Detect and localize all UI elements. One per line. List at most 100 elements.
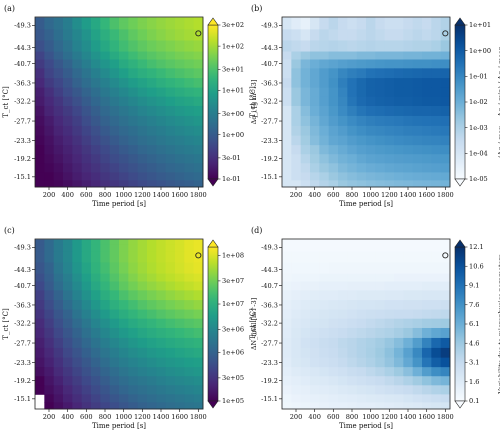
heatmap-cell <box>384 394 395 403</box>
heatmap-cell <box>328 172 339 181</box>
heatmap-cell <box>128 163 139 173</box>
heatmap-cell <box>431 376 442 386</box>
heatmap-cell <box>147 290 157 301</box>
heatmap-cell <box>440 59 451 69</box>
heatmap-cell <box>338 367 348 377</box>
heatmap-cell <box>147 87 157 98</box>
heatmap-cell <box>184 290 195 301</box>
heatmap-cell <box>394 115 404 127</box>
heatmap-cell <box>147 367 157 377</box>
heatmap-cell <box>356 29 367 41</box>
heatmap-cell <box>156 347 167 359</box>
heatmap-cell <box>44 327 55 339</box>
heatmap-cell <box>63 78 73 89</box>
heatmap-cell <box>356 318 367 329</box>
heatmap-cell <box>338 309 348 320</box>
heatmap-cell <box>412 163 423 173</box>
heatmap-cell <box>366 244 376 252</box>
x-tick-label: 1000 <box>362 413 379 421</box>
heatmap-cell <box>394 318 404 329</box>
heatmap-cell <box>119 300 129 311</box>
x-tick-label: 1400 <box>153 413 170 421</box>
heatmap-cell <box>35 59 45 69</box>
heatmap-cell <box>81 394 92 403</box>
heatmap-cell <box>394 51 404 60</box>
heatmap-cell <box>338 40 348 52</box>
heatmap-cell <box>147 337 157 349</box>
heatmap-cell <box>431 251 442 263</box>
heatmap-cell <box>310 402 320 410</box>
heatmap-cell <box>35 300 45 311</box>
heatmap-cell <box>328 40 339 52</box>
heatmap-cell <box>91 172 101 181</box>
heatmap-cell <box>422 385 432 395</box>
heatmap-cell <box>328 262 339 274</box>
heatmap-cell <box>109 402 120 410</box>
heatmap-cell <box>35 105 45 117</box>
heatmap-cell <box>394 251 404 263</box>
heatmap-cell <box>366 68 376 79</box>
heatmap-cell <box>282 394 292 403</box>
heatmap-cell <box>53 273 64 282</box>
heatmap-cell <box>375 115 386 127</box>
heatmap-cell <box>440 115 451 127</box>
heatmap-cell <box>109 300 120 311</box>
heatmap-cell <box>375 40 386 52</box>
heatmap-cell <box>328 145 339 155</box>
heatmap-cell <box>156 290 167 301</box>
heatmap-cell <box>375 180 386 188</box>
y-tick-label: -27.7 <box>261 117 278 125</box>
heatmap-cell <box>119 105 129 117</box>
heatmap-cell <box>63 337 73 349</box>
heatmap-cell <box>412 22 423 30</box>
heatmap-cell <box>412 244 423 252</box>
heatmap-cell <box>328 22 339 30</box>
colorbar-tick-label: 3e+01 <box>222 65 244 73</box>
heatmap-cell <box>347 135 358 146</box>
heatmap-cell <box>338 402 348 410</box>
heatmap-cell <box>156 51 167 60</box>
heatmap-cell <box>366 337 376 349</box>
heatmap-cell <box>63 251 73 263</box>
heatmap-cell <box>109 125 120 137</box>
heatmap-cell <box>165 290 176 301</box>
heatmap-cell <box>319 145 330 155</box>
heatmap-cell <box>63 105 73 117</box>
heatmap-cell <box>100 135 111 146</box>
heatmap-cell <box>53 281 64 291</box>
heatmap-cell <box>328 376 339 386</box>
heatmap-cell <box>366 347 376 359</box>
heatmap-cell <box>128 78 139 89</box>
heatmap-cell <box>165 40 176 52</box>
heatmap-cell <box>100 17 111 24</box>
heatmap-cell <box>156 17 167 24</box>
heatmap-cell <box>291 318 302 329</box>
heatmap-cell <box>184 281 195 291</box>
colorbar-extend-bottom <box>454 178 466 187</box>
heatmap-cell <box>440 300 451 311</box>
heatmap-cell <box>300 29 311 41</box>
heatmap-cell <box>128 273 139 282</box>
heatmap-cell <box>175 87 185 98</box>
heatmap-cell <box>319 17 330 24</box>
heatmap-cell <box>128 29 139 41</box>
heatmap-cell <box>328 87 339 98</box>
colorbar-extend-top <box>207 17 219 26</box>
heatmap-cell <box>328 394 339 403</box>
heatmap-cell <box>44 300 55 311</box>
heatmap-cell <box>147 22 157 30</box>
heatmap-cell <box>412 96 423 107</box>
heatmap-cell <box>193 251 204 263</box>
heatmap-cell <box>53 40 64 52</box>
heatmap-cell <box>193 290 204 301</box>
heatmap-cell <box>338 172 348 181</box>
heatmap-cell <box>44 68 55 79</box>
heatmap-cell <box>384 251 395 263</box>
heatmap-cell <box>100 105 111 117</box>
heatmap-cell <box>35 154 45 164</box>
heatmap-cell <box>53 309 64 320</box>
heatmap-cell <box>128 244 139 252</box>
heatmap-cell <box>403 239 414 246</box>
x-tick-label: 1200 <box>381 191 398 199</box>
y-tick-label: -36.3 <box>261 79 278 87</box>
